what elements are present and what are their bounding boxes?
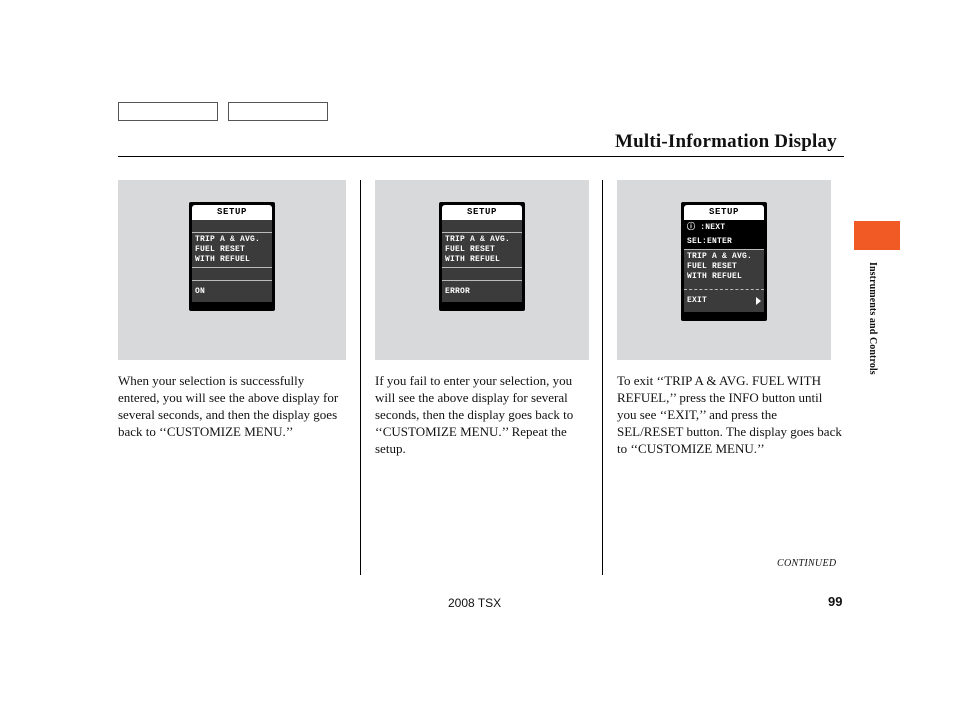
display-exit-row: EXIT — [684, 290, 764, 312]
display-foot — [442, 305, 522, 308]
caret-right-icon — [756, 297, 761, 305]
display-line: FUEL RESET — [195, 245, 269, 255]
top-placeholder-boxes — [118, 102, 328, 121]
placeholder-box — [228, 102, 328, 121]
column-3: SETUP ⓘ :NEXT SEL:ENTER TRIP A & AVG. FU… — [602, 180, 844, 575]
setup-display-on: SETUP TRIP A & AVG. FUEL RESET WITH REFU… — [189, 202, 275, 311]
display-spacer — [192, 268, 272, 280]
display-tab-label: SETUP — [684, 205, 764, 220]
continued-label: CONTINUED — [777, 558, 836, 569]
display-foot — [684, 315, 764, 318]
setup-display-error: SETUP TRIP A & AVG. FUEL RESET WITH REFU… — [439, 202, 525, 311]
section-label-vertical: Instruments and Controls — [867, 262, 878, 375]
display-tab-label: SETUP — [442, 205, 522, 220]
column-paragraph: If you fail to enter your selection, you… — [375, 372, 588, 457]
display-line: FUEL RESET — [445, 245, 519, 255]
display-spacer — [442, 220, 522, 232]
display-line: TRIP A & AVG. — [445, 235, 519, 245]
footer-model-year: 2008 TSX — [448, 596, 501, 610]
display-exit-label: EXIT — [687, 296, 707, 306]
display-line: TRIP A & AVG. — [687, 252, 761, 262]
display-info-next: ⓘ :NEXT — [684, 220, 764, 235]
display-foot — [192, 305, 272, 308]
page-number: 99 — [828, 594, 842, 609]
display-spacer — [192, 220, 272, 232]
content-columns: SETUP TRIP A & AVG. FUEL RESET WITH REFU… — [118, 180, 844, 575]
column-paragraph: To exit ‘‘TRIP A & AVG. FUEL WITH REFUEL… — [617, 372, 844, 457]
display-main-text: TRIP A & AVG. FUEL RESET WITH REFUEL — [192, 232, 272, 268]
document-page: Multi-Information Display Instruments an… — [0, 0, 954, 710]
column-paragraph: When your selection is successfully ente… — [118, 372, 346, 440]
placeholder-box — [118, 102, 218, 121]
figure-panel: SETUP ⓘ :NEXT SEL:ENTER TRIP A & AVG. FU… — [617, 180, 831, 360]
display-line: TRIP A & AVG. — [195, 235, 269, 245]
display-tab-label: SETUP — [192, 205, 272, 220]
display-sel-enter: SEL:ENTER — [684, 235, 764, 250]
column-2: SETUP TRIP A & AVG. FUEL RESET WITH REFU… — [360, 180, 602, 575]
display-line: WITH REFUEL — [445, 255, 519, 265]
figure-panel: SETUP TRIP A & AVG. FUEL RESET WITH REFU… — [375, 180, 589, 360]
display-footer: ERROR — [442, 280, 522, 302]
setup-display-exit: SETUP ⓘ :NEXT SEL:ENTER TRIP A & AVG. FU… — [681, 202, 767, 321]
display-spacer — [442, 268, 522, 280]
column-1: SETUP TRIP A & AVG. FUEL RESET WITH REFU… — [118, 180, 360, 575]
display-main-text: TRIP A & AVG. FUEL RESET WITH REFUEL — [684, 250, 764, 284]
display-main-text: TRIP A & AVG. FUEL RESET WITH REFUEL — [442, 232, 522, 268]
page-title: Multi-Information Display — [615, 131, 837, 153]
display-line: FUEL RESET — [687, 262, 761, 272]
display-line: WITH REFUEL — [195, 255, 269, 265]
section-tab-orange — [854, 221, 900, 250]
title-rule — [118, 156, 844, 157]
display-line: WITH REFUEL — [687, 272, 761, 282]
figure-panel: SETUP TRIP A & AVG. FUEL RESET WITH REFU… — [118, 180, 346, 360]
display-footer: ON — [192, 280, 272, 302]
